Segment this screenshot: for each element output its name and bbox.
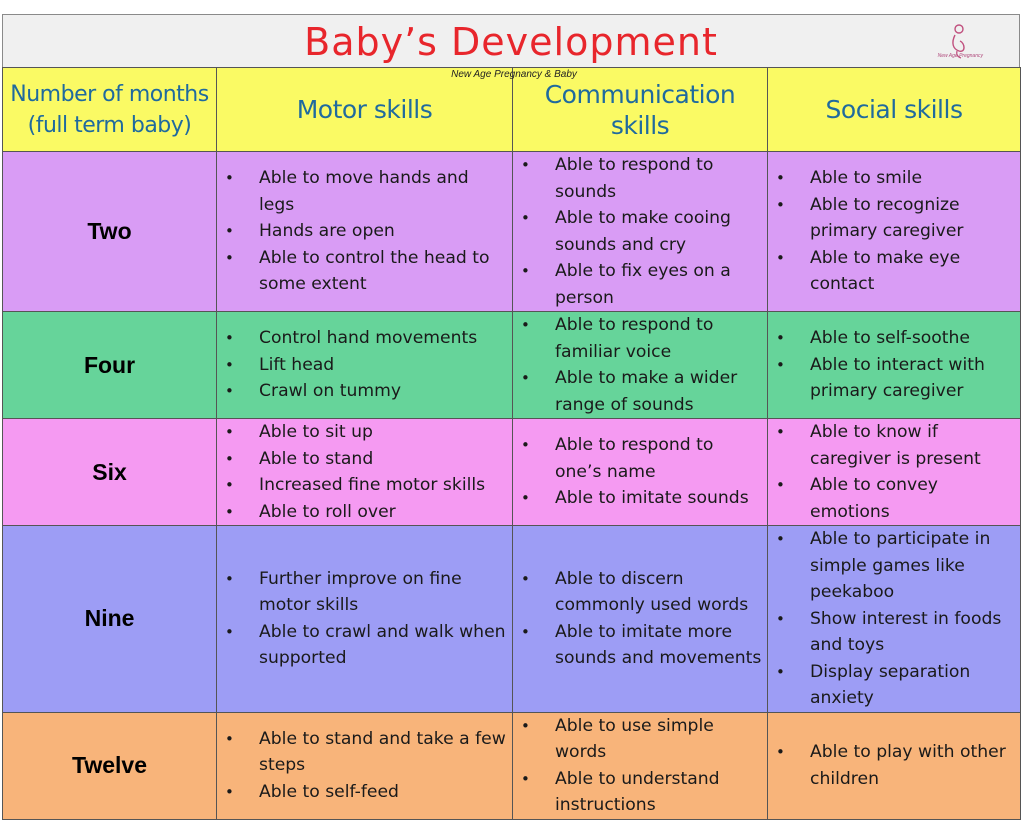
list-item: Able to make eye contact	[776, 245, 1016, 298]
skill-list: Able to respond to familiar voiceAble to…	[513, 312, 767, 418]
list-item: Display separation anxiety	[776, 659, 1016, 712]
list-item: Able to self-feed	[225, 779, 508, 806]
month-label: Six	[2, 418, 217, 526]
social-skills-cell: Able to smileAble to recognize primary c…	[767, 151, 1021, 312]
list-item: Able to self-soothe	[776, 325, 1016, 352]
skill-list: Able to self-sootheAble to interact with…	[768, 325, 1020, 405]
motor-skills-cell: Able to sit upAble to standIncreased fin…	[216, 418, 513, 526]
table-row: TwelveAble to stand and take a few steps…	[2, 711, 1021, 820]
header-months-line1: Number of months	[10, 81, 209, 107]
table-row: TwoAble to move hands and legsHands are …	[2, 151, 1021, 312]
development-table: Number of months (full term baby) Motor …	[2, 67, 1021, 820]
skill-list: Able to stand and take a few stepsAble t…	[217, 726, 512, 806]
list-item: Able to stand and take a few steps	[225, 726, 508, 779]
communication-skills-cell: Able to respond to familiar voiceAble to…	[512, 311, 768, 419]
list-item: Show interest in foods and toys	[776, 606, 1016, 659]
communication-skills-cell: Able to respond to soundsAble to make co…	[512, 151, 768, 312]
watermark-text: New Age Pregnancy & Baby	[451, 69, 577, 80]
list-item: Able to know if caregiver is present	[776, 419, 1016, 472]
list-item: Able to participate in simple games like…	[776, 526, 1016, 606]
communication-skills-cell: Able to discern commonly used wordsAble …	[512, 525, 768, 713]
list-item: Able to understand instructions	[521, 766, 763, 819]
month-label: Two	[2, 151, 217, 312]
month-label: Four	[2, 311, 217, 419]
social-skills-cell: Able to know if caregiver is presentAble…	[767, 418, 1021, 526]
skill-list: Able to play with other children	[768, 739, 1020, 792]
social-skills-cell: Able to participate in simple games like…	[767, 525, 1021, 713]
skill-list: Able to smileAble to recognize primary c…	[768, 165, 1020, 298]
header-months-line2: (full term baby)	[27, 112, 192, 138]
skill-list: Able to discern commonly used wordsAble …	[513, 566, 767, 672]
list-item: Lift head	[225, 352, 508, 379]
skill-list: Able to participate in simple games like…	[768, 526, 1020, 712]
list-item: Control hand movements	[225, 325, 508, 352]
header-motor-skills: Motor skills	[216, 67, 513, 152]
table-row: SixAble to sit upAble to standIncreased …	[2, 418, 1021, 526]
header-communication-skills: Communication skills	[512, 67, 768, 152]
list-item: Able to stand	[225, 446, 508, 473]
list-item: Able to interact with primary caregiver	[776, 352, 1016, 405]
social-skills-cell: Able to self-sootheAble to interact with…	[767, 311, 1021, 419]
list-item: Able to convey emotions	[776, 472, 1016, 525]
list-item: Able to make cooing sounds and cry	[521, 205, 763, 258]
list-item: Further improve on fine motor skills	[225, 566, 508, 619]
page-title: Baby’s Development	[304, 20, 718, 64]
skill-list: Further improve on fine motor skillsAble…	[217, 566, 512, 672]
list-item: Able to play with other children	[776, 739, 1016, 792]
list-item: Able to roll over	[225, 499, 508, 526]
logo-text: New Age Pregnancy	[937, 53, 983, 59]
motor-skills-cell: Able to move hands and legsHands are ope…	[216, 151, 513, 312]
list-item: Able to respond to one’s name	[521, 432, 763, 485]
header-row: Number of months (full term baby) Motor …	[2, 67, 1021, 152]
social-skills-cell: Able to play with other children	[767, 711, 1021, 820]
month-label: Twelve	[2, 711, 217, 820]
skill-list: Able to respond to soundsAble to make co…	[513, 152, 767, 311]
list-item: Able to move hands and legs	[225, 165, 508, 218]
motor-skills-cell: Able to stand and take a few stepsAble t…	[216, 711, 513, 820]
list-item: Able to make a wider range of sounds	[521, 365, 763, 418]
motor-skills-cell: Further improve on fine motor skillsAble…	[216, 525, 513, 713]
list-item: Able to smile	[776, 165, 1016, 192]
pregnancy-logo-icon	[952, 24, 965, 59]
communication-skills-cell: Able to use simple wordsAble to understa…	[512, 711, 768, 820]
skill-list: Able to know if caregiver is presentAble…	[768, 419, 1020, 525]
list-item: Crawl on tummy	[225, 378, 508, 405]
table-row: FourControl hand movementsLift headCrawl…	[2, 311, 1021, 419]
skill-list: Able to move hands and legsHands are ope…	[217, 165, 512, 298]
skill-list: Able to use simple wordsAble to understa…	[513, 713, 767, 819]
list-item: Increased fine motor skills	[225, 472, 508, 499]
list-item: Able to respond to familiar voice	[521, 312, 763, 365]
header-social-skills: Social skills	[767, 67, 1021, 152]
list-item: Able to imitate more sounds and movement…	[521, 619, 763, 672]
list-item: Able to sit up	[225, 419, 508, 446]
header-months: Number of months (full term baby)	[2, 67, 217, 152]
title-bar: Baby’s Development New Age Pregnancy	[2, 14, 1020, 68]
list-item: Able to fix eyes on a person	[521, 258, 763, 311]
list-item: Able to control the head to some extent	[225, 245, 508, 298]
list-item: Able to use simple words	[521, 713, 763, 766]
list-item: Able to discern commonly used words	[521, 566, 763, 619]
list-item: Able to recognize primary caregiver	[776, 192, 1016, 245]
motor-skills-cell: Control hand movementsLift headCrawl on …	[216, 311, 513, 419]
month-label: Nine	[2, 525, 217, 713]
list-item: Able to crawl and walk when supported	[225, 619, 508, 672]
list-item: Able to respond to sounds	[521, 152, 763, 205]
skill-list: Control hand movementsLift headCrawl on …	[217, 325, 512, 405]
list-item: Able to imitate sounds	[521, 485, 763, 512]
table-row: NineFurther improve on fine motor skills…	[2, 525, 1021, 713]
skill-list: Able to sit upAble to standIncreased fin…	[217, 419, 512, 525]
list-item: Hands are open	[225, 218, 508, 245]
communication-skills-cell: Able to respond to one’s nameAble to imi…	[512, 418, 768, 526]
skill-list: Able to respond to one’s nameAble to imi…	[513, 432, 767, 512]
